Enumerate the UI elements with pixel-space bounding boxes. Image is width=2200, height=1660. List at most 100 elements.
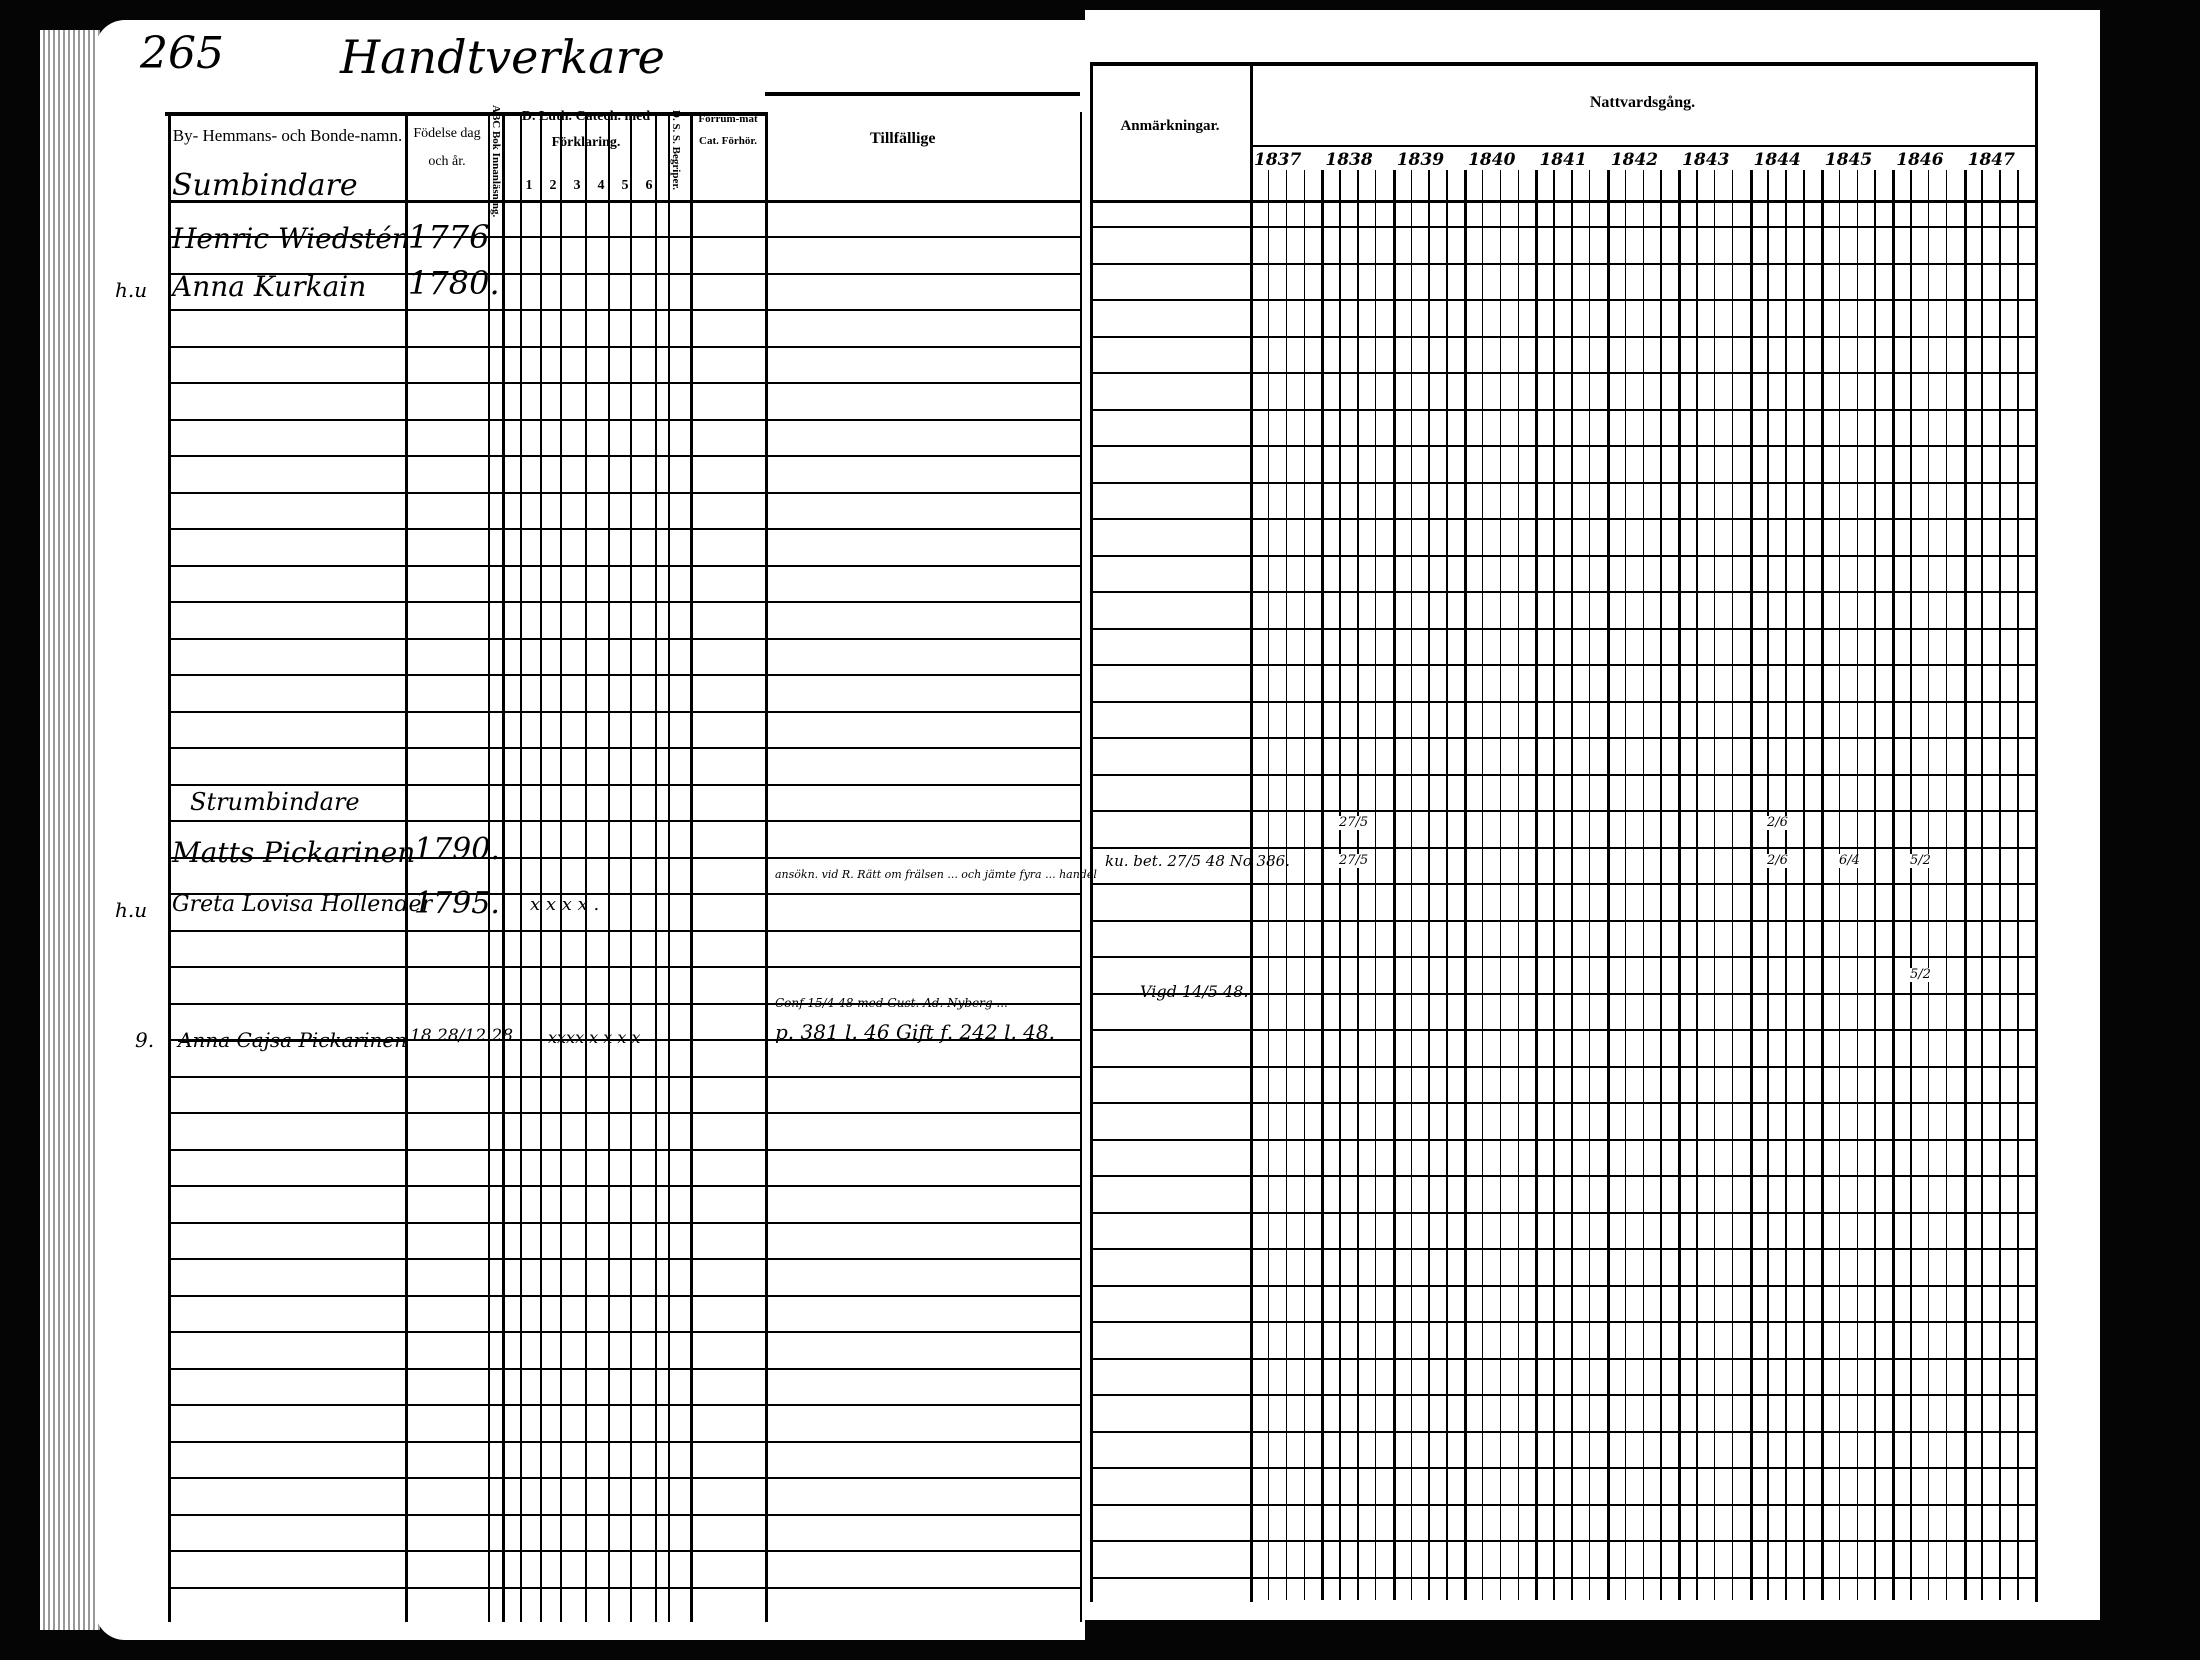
year-header: 1844	[1753, 150, 1801, 170]
row-rule	[168, 1440, 1080, 1443]
row-rule	[1090, 810, 2035, 812]
row-rule	[168, 272, 1080, 275]
row-rule	[1090, 372, 2035, 374]
occupation-heading: Sumbindare	[172, 168, 358, 203]
row-rule	[168, 345, 1080, 348]
catechism-part-number: 5	[621, 178, 629, 193]
communion-date-mark: 2/6	[1766, 815, 1789, 830]
year-subcolumn-rule	[1624, 170, 1627, 1600]
column-rule	[405, 112, 408, 1622]
row-rule	[1090, 919, 2035, 922]
year-subcolumn-rule	[1856, 170, 1859, 1600]
year-subcolumn-rule	[1696, 170, 1698, 1600]
row-rule	[168, 528, 1080, 530]
anmarkning-note: Vigd 14/5 48.	[1140, 982, 1249, 1001]
row-rule	[1090, 1321, 2035, 1323]
year-subcolumn-rule	[1250, 170, 1253, 1600]
row-rule	[168, 637, 1080, 640]
row-rule	[1090, 992, 2035, 995]
row-rule	[168, 1513, 1080, 1516]
row-rule	[1090, 1175, 2035, 1177]
row-rule	[168, 1221, 1080, 1224]
row-rule	[168, 820, 1080, 822]
communion-date-mark: 2/6	[1766, 853, 1789, 868]
year-subcolumn-rule	[1285, 170, 1288, 1600]
column-rule	[488, 112, 490, 1622]
year-subcolumn-rule	[1339, 170, 1341, 1600]
row-rule	[168, 1075, 1080, 1078]
entry-name: Matts Pickarinen	[172, 836, 416, 869]
row-rule	[168, 491, 1080, 494]
header-nattvard: Nattvardsgång.	[1589, 94, 1696, 111]
entry-name: Anna Cajsa Pickarinen	[178, 1028, 408, 1052]
year-subcolumn-rule	[1981, 170, 1983, 1600]
left-page	[95, 20, 1085, 1640]
year-subcolumn-rule	[1267, 170, 1270, 1600]
year-subcolumn-rule	[1820, 170, 1824, 1600]
entry-birth: 1780.	[408, 264, 500, 302]
page-edges	[40, 30, 100, 1630]
row-rule	[168, 783, 1080, 786]
year-header: 1842	[1610, 150, 1659, 170]
year-subcolumn-rule	[1464, 170, 1468, 1600]
row-rule	[1090, 1503, 2035, 1506]
catechism-part-number: 4	[597, 178, 605, 193]
year-subcolumn-rule	[1963, 170, 1967, 1600]
row-rule	[1090, 700, 2035, 703]
header-birth: Födelse dag och år.	[413, 126, 481, 169]
row-rule	[1090, 445, 2035, 447]
year-subcolumn-rule	[1910, 170, 1912, 1600]
row-rule	[168, 1258, 1080, 1260]
year-subcolumn-rule	[1446, 170, 1448, 1600]
row-rule	[1090, 335, 2035, 338]
row-rule	[168, 893, 1080, 895]
row-rule	[765, 200, 1080, 203]
column-rule	[502, 112, 505, 1622]
communion-date-mark: 5/2	[1909, 853, 1932, 868]
column-rule	[608, 112, 610, 1622]
row-rule	[1090, 1248, 2035, 1250]
row-rule	[1090, 1102, 2035, 1104]
year-subcolumn-rule	[1428, 170, 1430, 1600]
tillfallige-note: Conf 15/4 48 med Gust. Ad. Nyberg ...	[775, 996, 1008, 1010]
row-rule	[1090, 737, 2035, 739]
entry-name: Anna Kurkain	[172, 270, 367, 303]
year-header: 1837	[1254, 150, 1302, 170]
catechism-marks: xxxx x x x x	[548, 1028, 641, 1047]
row-rule	[168, 1039, 1080, 1041]
year-subcolumn-rule	[1588, 170, 1591, 1600]
row-rule	[1090, 1211, 2035, 1214]
row-rule	[168, 1148, 1080, 1151]
row-rule	[1090, 1394, 2035, 1396]
year-subcolumn-rule	[1481, 170, 1484, 1600]
tillfallige-note: p. 381 l. 46 Gift f. 242 l. 48.	[775, 1020, 1055, 1044]
header-anmarkningar: Anmärkningar.	[1120, 118, 1220, 134]
year-subcolumn-rule	[1642, 170, 1644, 1600]
row-rule	[168, 856, 1080, 859]
occupation-heading: Strumbindare	[190, 788, 360, 816]
row-rule	[1090, 591, 2035, 593]
row-rule	[168, 1002, 1080, 1005]
column-rule	[690, 112, 693, 1622]
row-rule	[1090, 1065, 2035, 1068]
header-rule	[765, 92, 1080, 96]
column-rule	[630, 112, 632, 1622]
row-rule	[1090, 627, 2035, 630]
year-subcolumn-rule	[1678, 170, 1682, 1600]
row-rule	[1090, 1138, 2035, 1141]
row-rule	[1090, 481, 2035, 484]
row-rule	[1090, 1284, 2035, 1287]
row-rule	[168, 382, 1080, 384]
year-subcolumn-rule	[1945, 170, 1948, 1600]
row-rule	[168, 418, 1080, 421]
row-rule	[1090, 226, 2035, 228]
row-rule	[1090, 883, 2035, 885]
header-rule	[165, 112, 765, 116]
catechism-part-number: 1	[525, 178, 533, 193]
year-header: 1846	[1896, 150, 1944, 170]
year-subcolumn-rule	[1927, 170, 1930, 1600]
row-rule	[1090, 262, 2035, 265]
header-catechism: D. Luth. Catech. med Förklaring.	[521, 109, 651, 150]
communion-date-mark: 5/2	[1909, 967, 1932, 982]
row-rule	[1090, 1576, 2035, 1579]
